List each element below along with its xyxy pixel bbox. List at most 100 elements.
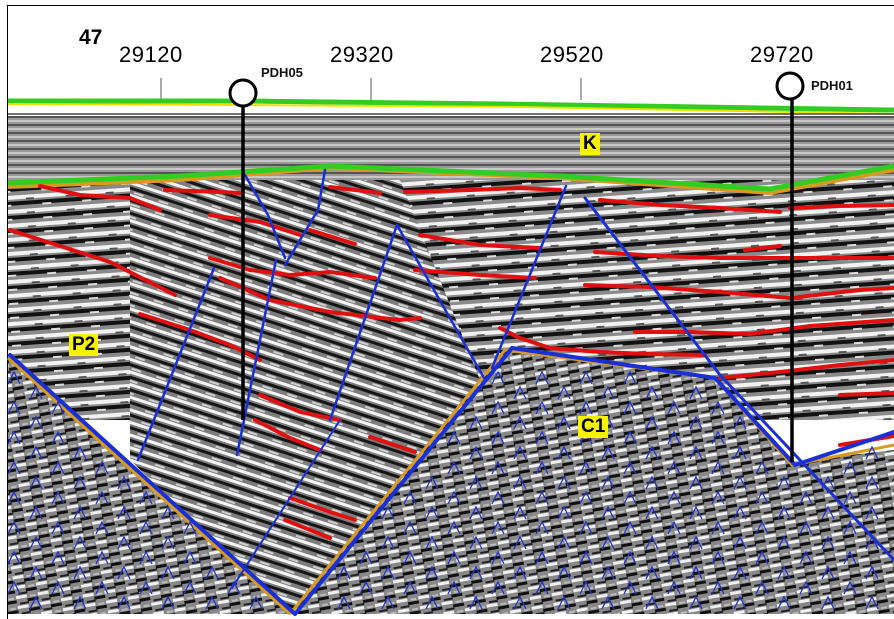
well-pdh05 <box>228 78 258 420</box>
basement-caret-icon <box>535 550 549 565</box>
basement-caret-icon <box>117 505 131 520</box>
basement-caret-icon <box>117 595 131 610</box>
basement-caret-icon <box>579 370 593 385</box>
basement-caret-icon <box>865 535 879 550</box>
basement-caret-icon <box>799 580 813 595</box>
basement-caret-icon <box>183 550 197 565</box>
basement-caret-icon <box>7 490 21 505</box>
basement-caret-icon <box>623 550 637 565</box>
basement-caret-icon <box>161 565 175 580</box>
basement-caret-icon <box>623 460 637 475</box>
basement-caret-icon <box>447 520 461 535</box>
basement-caret-icon <box>29 475 43 490</box>
basement-caret-icon <box>557 445 571 460</box>
basement-caret-icon <box>777 595 791 610</box>
basement-caret-icon <box>469 475 483 490</box>
basement-caret-icon <box>29 445 43 460</box>
fault-line <box>235 258 278 457</box>
basement-caret-icon <box>557 565 571 580</box>
basement-caret-icon <box>799 550 813 565</box>
basement-caret-icon <box>513 505 527 520</box>
station-label: 29520 <box>540 42 604 67</box>
basement-caret-icon <box>711 550 725 565</box>
basement-caret-icon <box>755 490 769 505</box>
basement-caret-icon <box>73 475 87 490</box>
basement-caret-icon <box>711 490 725 505</box>
fault-line <box>718 373 894 562</box>
horizon-line <box>498 326 707 357</box>
basement-caret-icon <box>843 550 857 565</box>
basement-caret-icon <box>51 460 65 475</box>
basement-caret-icon <box>843 580 857 595</box>
basement-caret-icon <box>843 460 857 475</box>
basement-caret-icon <box>381 535 395 550</box>
basement-caret-icon <box>73 535 87 550</box>
basement-caret-icon <box>73 505 87 520</box>
fault-line <box>583 196 722 377</box>
basement-symbols <box>7 370 879 610</box>
basement-caret-icon <box>447 550 461 565</box>
basement-caret-icon <box>535 460 549 475</box>
basement-caret-icon <box>535 490 549 505</box>
horizon-line <box>138 312 262 362</box>
fault-line <box>283 168 327 267</box>
basement-caret-icon <box>491 430 505 445</box>
basement-caret-icon <box>733 415 747 430</box>
basement-caret-icon <box>557 505 571 520</box>
basement-caret-icon <box>73 565 87 580</box>
basement-caret-icon <box>645 415 659 430</box>
basement-caret-icon <box>645 385 659 400</box>
basement-caret-icon <box>667 430 681 445</box>
fault-line <box>395 223 486 380</box>
horizon-line <box>403 185 562 194</box>
fault-line <box>8 353 297 616</box>
basement-caret-icon <box>821 595 835 610</box>
basement-caret-icon <box>711 520 725 535</box>
basement-caret-icon <box>227 580 241 595</box>
basement-caret-icon <box>29 595 43 610</box>
basement-caret-icon <box>95 550 109 565</box>
basement-caret-icon <box>29 505 43 520</box>
basement-caret-icon <box>491 520 505 535</box>
fault-line <box>136 266 216 462</box>
basement-caret-icon <box>205 565 219 580</box>
basement-caret-icon <box>601 385 615 400</box>
basement-caret-icon <box>623 520 637 535</box>
basement-caret-icon <box>447 490 461 505</box>
basement-caret-icon <box>733 535 747 550</box>
basement-caret-icon <box>711 400 725 415</box>
basement-caret-icon <box>843 520 857 535</box>
basement-caret-icon <box>403 550 417 565</box>
basement-caret-icon <box>865 505 879 520</box>
basement-caret-icon <box>139 520 153 535</box>
horizon-line <box>38 184 162 212</box>
basement-caret-icon <box>403 520 417 535</box>
basement-caret-icon <box>557 475 571 490</box>
station-label: 29720 <box>750 42 814 67</box>
basement-caret-icon <box>29 535 43 550</box>
basement-caret-icon <box>645 445 659 460</box>
basement-caret-icon <box>513 535 527 550</box>
basement-caret-icon <box>7 580 21 595</box>
horizon-line <box>413 268 537 280</box>
basement-caret-icon <box>711 580 725 595</box>
basement-caret-icon <box>469 505 483 520</box>
basement-caret-icon <box>469 445 483 460</box>
well-symbol-icon <box>228 78 258 108</box>
horizon-line <box>218 276 422 323</box>
horizon-line <box>583 283 894 301</box>
basement-caret-icon <box>689 595 703 610</box>
basement-caret-icon <box>7 430 21 445</box>
basement-caret-icon <box>755 550 769 565</box>
basement-caret-icon <box>95 460 109 475</box>
basement-caret-icon <box>667 460 681 475</box>
basement-caret-icon <box>557 595 571 610</box>
basement-caret-icon <box>711 430 725 445</box>
basement-caret-icon <box>689 535 703 550</box>
basement-caret-icon <box>491 400 505 415</box>
basement-caret-icon <box>29 415 43 430</box>
horizon-line <box>163 188 242 195</box>
basement-caret-icon <box>535 400 549 415</box>
basement-caret-icon <box>579 580 593 595</box>
basement-caret-icon <box>623 490 637 505</box>
